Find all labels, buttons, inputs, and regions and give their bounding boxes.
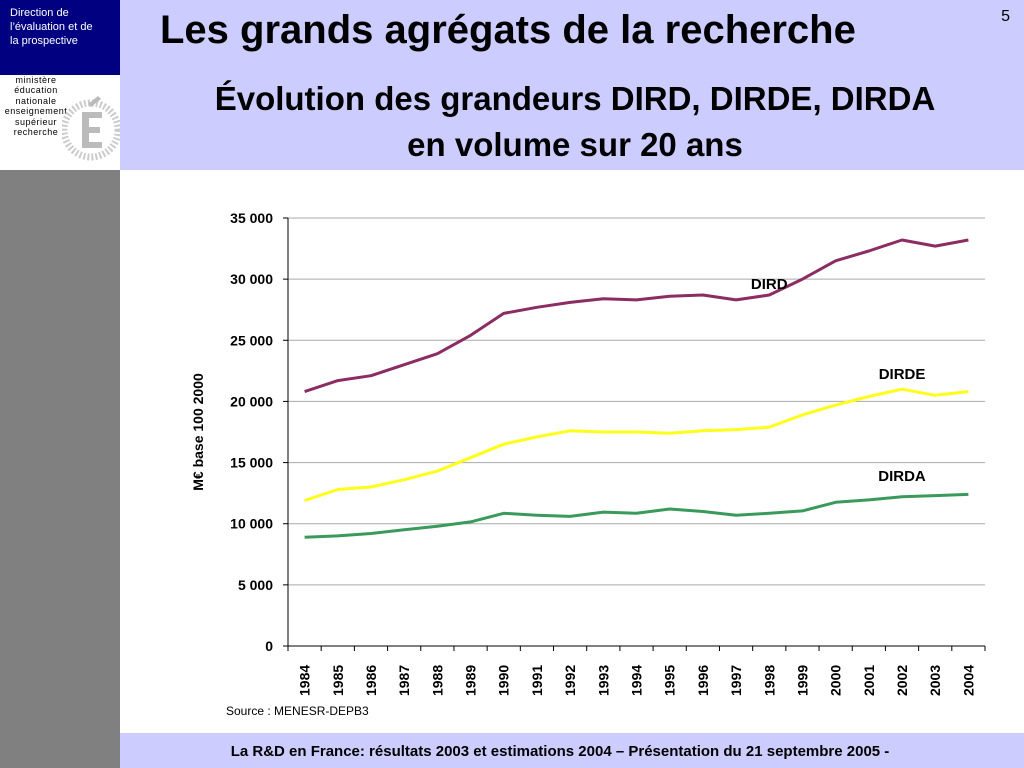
ministry-line: nationale [15,95,57,106]
x-tick-label: 1987 [396,665,412,696]
ministry-line: enseignement [4,106,68,117]
header-band [120,0,1024,170]
x-tick-label: 1985 [330,665,346,696]
department-label: Direction de l’évaluation et de la prosp… [0,0,120,75]
series-line-dird [304,238,969,394]
series-line-dirde [304,387,969,502]
line-chart: 0 5 000 10 000 15 000 20 000 25 000 30 000 35 0… [190,210,986,696]
page-number: 5 [1001,8,1010,25]
x-tick-label: 1991 [529,665,545,696]
x-tick-label: 1994 [629,665,645,696]
x-tick-label: 1995 [662,665,678,696]
y-tick-label: 10 000 [230,516,273,532]
y-tick-label: 25 000 [230,332,273,348]
x-tick-label: 1992 [562,665,578,696]
left-sidebar-band [0,170,120,768]
x-tick-label: 1988 [429,665,445,696]
y-tick-label: 15 000 [230,455,273,471]
footer-band: La R&D en France: résultats 2003 et esti… [120,733,1024,768]
ministry-line: ministère [15,75,57,85]
footer-text: La R&D en France: résultats 2003 et esti… [230,743,890,760]
y-tick-label: 35 000 [230,210,273,226]
ministry-logo-area: Direction de l’évaluation et de la prosp… [0,0,120,170]
page-title: Les grands agrégats de la recherche [160,8,856,52]
y-tick-label: 0 [265,638,273,654]
y-tick-label: 20 000 [230,393,273,409]
x-tick-label: 1990 [496,665,512,696]
series-label-dird: DIRD [751,276,788,293]
x-tick-label: 2003 [927,665,943,696]
department-line: l’évaluation et de [10,21,93,33]
x-tick-label: 2000 [828,665,844,696]
x-tick-label: 2001 [861,665,877,696]
source-note: Source : MENESR-DEPB3 [226,704,369,718]
series-label-dirda: DIRDA [878,468,926,485]
series-label-dirde: DIRDE [879,366,926,383]
y-tick-label: 5 000 [238,577,273,593]
subtitle-line: Évolution des grandeurs DIRD, DIRDE, DIR… [214,80,936,117]
x-tick-label: 2002 [894,665,910,696]
x-tick-label: 1996 [695,665,711,696]
x-tick-label: 1989 [463,665,479,696]
y-axis-label: M€ base 100 2000 [190,373,206,491]
x-tick-label: 1984 [297,665,313,696]
x-tick-label: 1999 [794,665,810,696]
y-tick-label: 30 000 [230,271,273,287]
department-line: la prospective [10,35,78,47]
department-line: Direction de [10,7,69,19]
ministry-line: supérieur [14,116,58,127]
ministry-name: ministère éducation nationale enseigneme… [0,75,72,137]
x-tick-label: 1998 [761,665,777,696]
subtitle-line: en volume sur 20 ans [407,126,743,163]
x-tick-label: 1997 [728,665,744,696]
x-tick-label: 2004 [960,665,976,696]
series-line-dirda [304,492,969,539]
x-tick-label: 1986 [363,665,379,696]
x-tick-label: 1993 [595,665,611,696]
page-subtitle: Évolution des grandeurs DIRD, DIRDE, DIR… [130,76,1020,168]
ministry-e-logo-icon [62,96,120,161]
ministry-line: éducation [14,85,58,96]
ministry-line: recherche [13,127,59,138]
